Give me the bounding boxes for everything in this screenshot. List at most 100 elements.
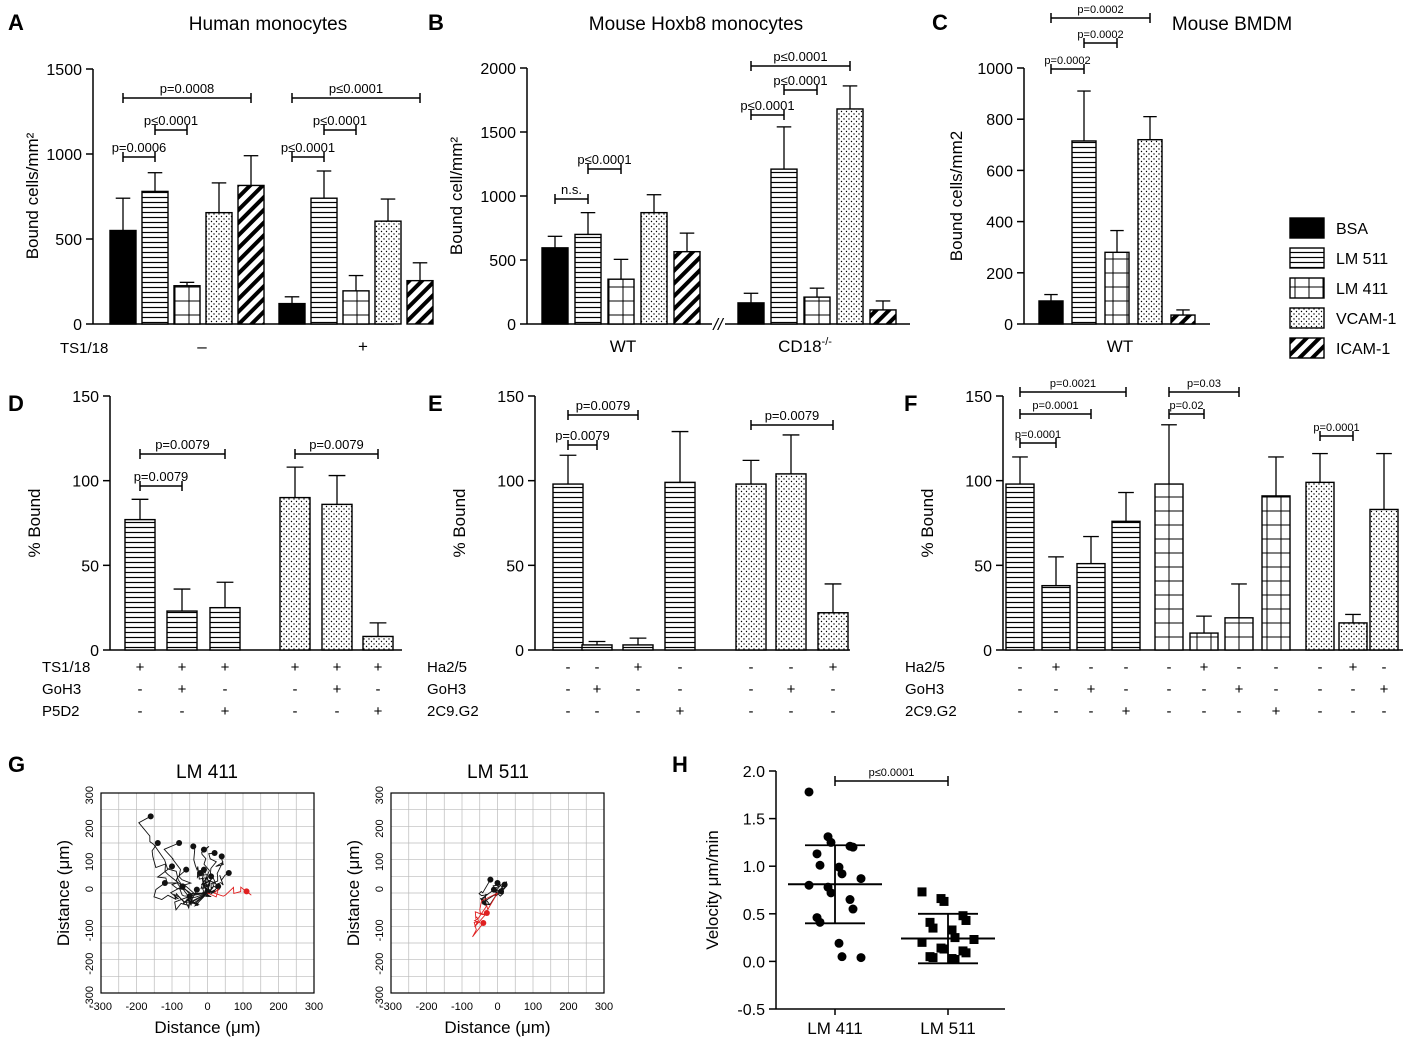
bar [362, 635, 394, 651]
y-axis-label: Distance (μm) [344, 840, 363, 946]
data-point [845, 895, 855, 905]
data-point [826, 888, 836, 898]
y-axis-label: Velocity μm/min [703, 830, 722, 949]
y-tick-label: -200 [374, 953, 386, 975]
treatment-label: GoH3 [42, 681, 81, 698]
treatment-sign: - [595, 659, 600, 676]
treatment-sign: - [831, 681, 836, 698]
sig-bracket-label: p≤0.0001 [740, 98, 794, 113]
treatment-sign: - [1202, 681, 1207, 698]
y-tick-label: 100 [72, 474, 99, 491]
cell-track-end [154, 840, 161, 846]
y-axis-label: Bound cells/mm2 [947, 131, 966, 261]
treatment-sign: - [138, 703, 143, 720]
bar [1305, 481, 1335, 651]
bar [607, 278, 635, 325]
cell-track [201, 890, 212, 897]
y-tick-label: 1000 [480, 189, 516, 206]
bar [737, 302, 765, 325]
bar [406, 279, 434, 325]
x-tick-label: -300 [90, 1001, 112, 1013]
y-axis-label: Distance (μm) [54, 840, 73, 946]
data-point [950, 954, 960, 964]
bar [1224, 617, 1254, 651]
y-tick-label: 100 [965, 474, 992, 491]
x-tick-label: -200 [125, 1001, 147, 1013]
y-tick-label: 50 [974, 558, 992, 575]
data-point [837, 869, 847, 879]
treatment-sign: - [1018, 681, 1023, 698]
panel-letter-d: D [8, 391, 24, 416]
sig-bracket-label: p=0.0079 [309, 437, 364, 452]
bar [581, 644, 613, 651]
treatment-sign: - [678, 681, 683, 698]
treatment-label: 2C9.G2 [905, 703, 957, 720]
treatment-sign: - [789, 703, 794, 720]
treatment-label: GoH3 [427, 681, 466, 698]
superscript: -/- [822, 336, 833, 348]
treatment-sign: - [566, 681, 571, 698]
treatment-sign: - [1018, 703, 1023, 720]
group-label: WT [610, 337, 636, 356]
cell-track-end [179, 883, 186, 890]
y-tick-label: 50 [81, 558, 99, 575]
x-tick-label: 0 [204, 1001, 210, 1013]
treatment-sign: - [1237, 703, 1242, 720]
y-axis-label: % Bound [25, 489, 44, 558]
bar [173, 285, 201, 325]
bar [803, 296, 831, 325]
treatment-sign: - [1351, 703, 1356, 720]
treatment-sign: - [1318, 703, 1323, 720]
y-tick-label: -300 [84, 986, 96, 1008]
y-tick-label: 600 [986, 163, 1013, 180]
bar [735, 483, 767, 651]
plot-title: LM 511 [467, 762, 529, 783]
sig-bracket-label: p=0.02 [1170, 400, 1204, 412]
cell-track-red [472, 892, 498, 938]
treatment-sign: + [634, 659, 643, 676]
panel-letter-h: H [672, 752, 688, 777]
data-point [928, 953, 938, 963]
bar [552, 483, 584, 651]
cell-track-red-end [243, 888, 250, 895]
legend-swatch [1289, 307, 1325, 329]
y-tick-label: 0 [73, 317, 82, 334]
bar [622, 644, 654, 651]
y-tick-label: 0 [507, 317, 516, 334]
y-tick-label: 0 [374, 886, 386, 892]
treatment-sign: + [1272, 703, 1281, 720]
bar [869, 309, 897, 325]
treatment-sign: - [1054, 681, 1059, 698]
treatment-sign: - [1382, 659, 1387, 676]
y-tick-label: 200 [374, 819, 386, 837]
cell-track-end [211, 850, 218, 856]
treatment-sign: + [178, 681, 187, 698]
treatment-sign: - [335, 703, 340, 720]
bar [1137, 138, 1163, 325]
y-tick-label: 100 [374, 853, 386, 871]
bar [1071, 140, 1097, 325]
panel-c-title: Mouse BMDM [1172, 14, 1292, 35]
data-point [961, 915, 971, 925]
treatment-label: GoH3 [905, 681, 944, 698]
treatment-label: Ha2/5 [905, 659, 945, 676]
sig-bracket-label: p=0.0002 [1077, 29, 1123, 41]
cell-track-end [200, 846, 207, 853]
data-point [815, 917, 825, 927]
treatment-sign: - [1237, 659, 1242, 676]
y-tick-label: 1.5 [743, 812, 765, 829]
cell-track [163, 842, 208, 894]
y-tick-label: 2000 [480, 61, 516, 78]
data-point [958, 911, 968, 921]
cell-track-end [218, 853, 225, 860]
y-tick-label: 500 [55, 232, 82, 249]
bar [673, 250, 701, 325]
x-tick-label: LM 511 [920, 1019, 975, 1038]
y-tick-label: 0.0 [743, 954, 765, 971]
x-tick-label: -200 [415, 1001, 437, 1013]
treatment-label: Ha2/5 [427, 659, 467, 676]
treatment-sign: - [223, 681, 228, 698]
panel-letter-e: E [428, 391, 443, 416]
cell-track-end [193, 886, 200, 893]
y-tick-label: 1.0 [743, 859, 765, 876]
